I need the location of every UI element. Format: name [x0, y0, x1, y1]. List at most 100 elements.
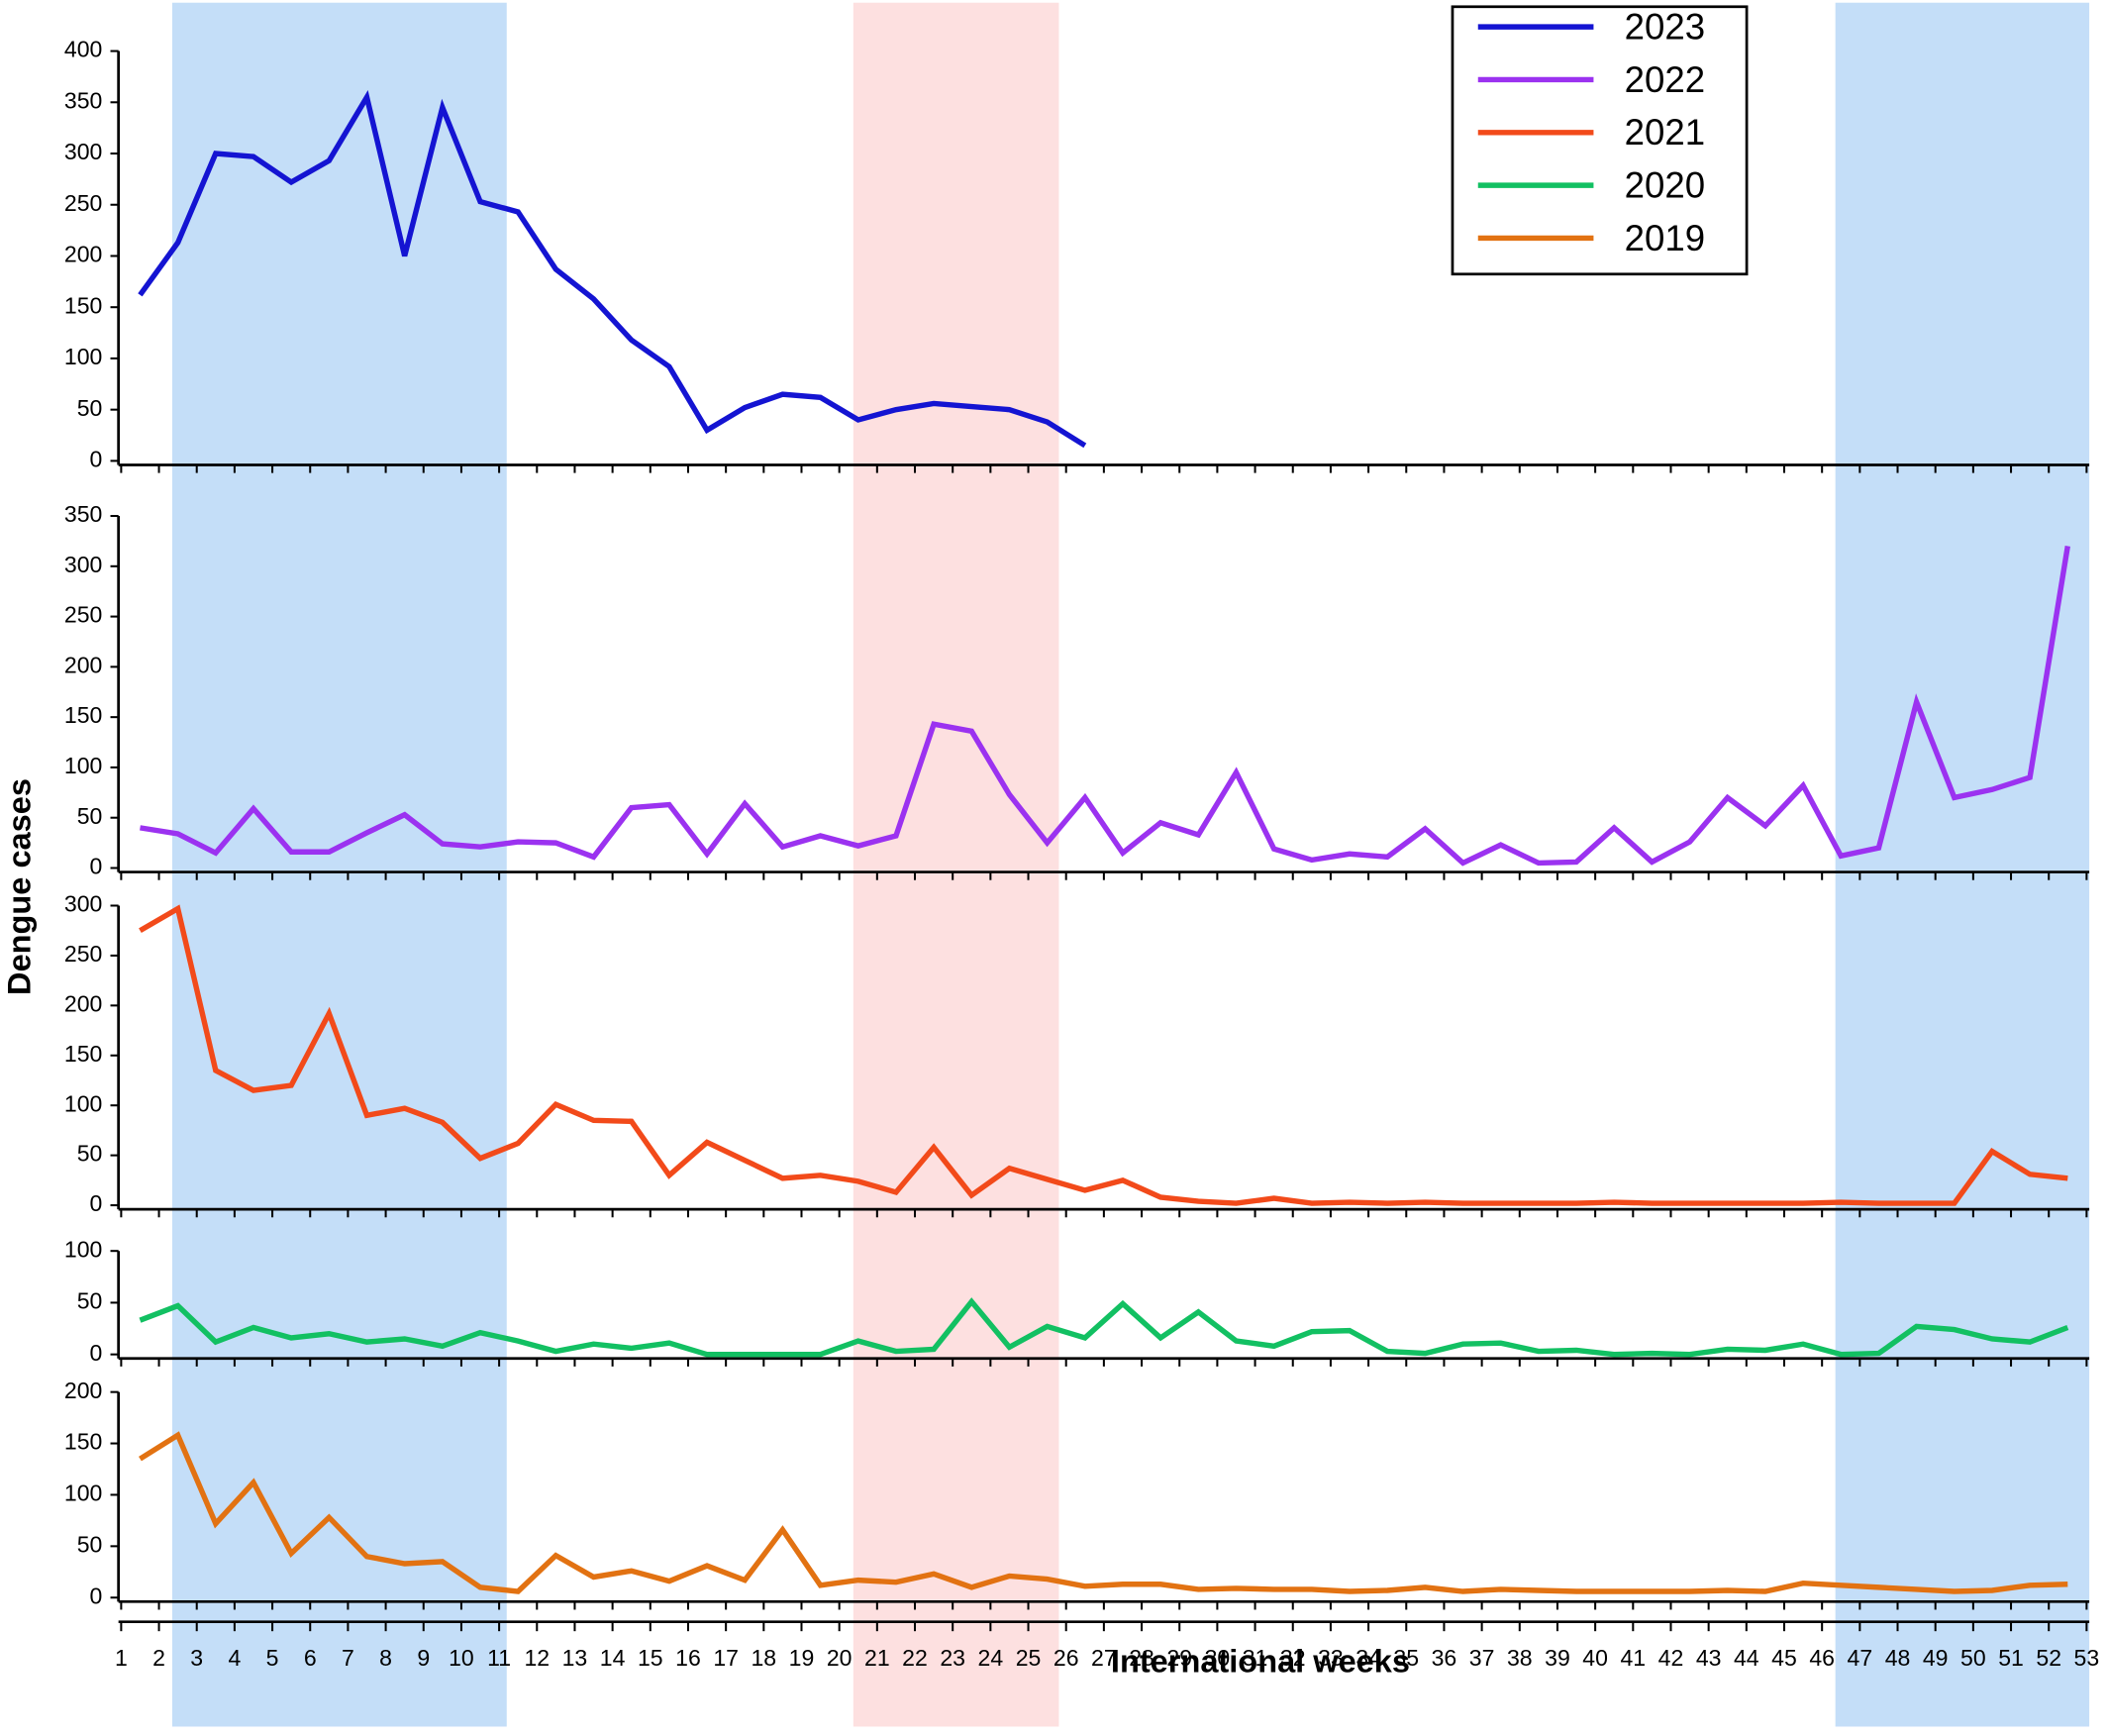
- x-tick-label: 35: [1393, 1645, 1419, 1671]
- x-tick-label: 42: [1658, 1645, 1684, 1671]
- y-tick-label: 350: [64, 87, 102, 113]
- season-band: [853, 2, 1059, 1727]
- x-tick-label: 41: [1620, 1645, 1646, 1671]
- x-tick-label: 40: [1582, 1645, 1608, 1671]
- x-tick-label: 30: [1205, 1645, 1231, 1671]
- y-tick-label: 250: [64, 941, 102, 967]
- x-tick-label: 6: [304, 1645, 317, 1671]
- y-tick-label: 150: [64, 292, 102, 318]
- x-tick-label: 17: [713, 1645, 739, 1671]
- x-tick-label: 21: [864, 1645, 890, 1671]
- x-tick-label: 14: [600, 1645, 626, 1671]
- y-tick-label: 250: [64, 602, 102, 628]
- line-series: [138, 89, 1087, 449]
- y-tick-label: 50: [77, 803, 103, 829]
- legend-label: 2023: [1625, 7, 1705, 48]
- y-tick-label: 100: [64, 753, 102, 778]
- legend-label: 2022: [1625, 59, 1705, 100]
- legend-label: 2021: [1625, 112, 1705, 153]
- x-tick-label: 5: [266, 1645, 279, 1671]
- x-tick-label: 19: [789, 1645, 815, 1671]
- y-tick-label: 50: [77, 1288, 103, 1314]
- x-tick-label: 33: [1318, 1645, 1344, 1671]
- x-tick-label: 53: [2074, 1645, 2100, 1671]
- line-series: [139, 1431, 2068, 1594]
- x-tick-label: 23: [940, 1645, 965, 1671]
- line-series: [139, 1297, 2069, 1358]
- y-tick-label: 200: [64, 1378, 102, 1403]
- x-tick-label: 31: [1243, 1645, 1268, 1671]
- season-band: [1835, 2, 2090, 1727]
- line-series: [140, 546, 2070, 867]
- season-band: [171, 2, 507, 1727]
- x-tick-label: 27: [1091, 1645, 1117, 1671]
- x-tick-label: 48: [1885, 1645, 1911, 1671]
- x-tick-label: 51: [1998, 1645, 2024, 1671]
- x-tick-label: 36: [1432, 1645, 1457, 1671]
- x-tick-label: 1: [115, 1645, 128, 1671]
- x-tick-label: 4: [228, 1645, 241, 1671]
- y-tick-label: 50: [77, 395, 103, 421]
- x-tick-label: 10: [449, 1645, 474, 1671]
- y-tick-label: 50: [77, 1141, 103, 1167]
- x-tick-label: 7: [342, 1645, 354, 1671]
- y-tick-label: 250: [64, 190, 102, 216]
- x-tick-label: 26: [1054, 1645, 1079, 1671]
- y-tick-label: 200: [64, 990, 102, 1016]
- y-tick-label: 0: [90, 854, 103, 879]
- y-tick-label: 100: [64, 344, 102, 369]
- y-tick-label: 200: [64, 652, 102, 677]
- y-tick-label: 50: [77, 1531, 103, 1557]
- x-tick-label: 3: [190, 1645, 203, 1671]
- x-axis-title: International weeks: [1111, 1643, 1410, 1679]
- y-tick-label: 200: [64, 242, 102, 267]
- legend-label: 2019: [1625, 218, 1705, 258]
- legend-label: 2020: [1625, 164, 1705, 205]
- x-tick-label: 38: [1507, 1645, 1533, 1671]
- y-tick-label: 0: [90, 1190, 103, 1216]
- x-tick-label: 52: [2036, 1645, 2061, 1671]
- y-tick-label: 100: [64, 1481, 102, 1506]
- y-tick-label: 0: [90, 1583, 103, 1608]
- y-tick-label: 350: [64, 501, 102, 527]
- x-tick-label: 29: [1166, 1645, 1192, 1671]
- x-tick-label: 22: [902, 1645, 928, 1671]
- x-tick-label: 43: [1696, 1645, 1722, 1671]
- x-tick-label: 2: [152, 1645, 165, 1671]
- y-tick-label: 300: [64, 139, 102, 164]
- x-tick-label: 12: [524, 1645, 550, 1671]
- x-tick-label: 49: [1923, 1645, 1949, 1671]
- y-tick-label: 400: [64, 37, 102, 62]
- y-tick-label: 100: [64, 1236, 102, 1262]
- line-series: [139, 904, 2068, 1206]
- y-tick-label: 300: [64, 552, 102, 577]
- legend-box: [1451, 5, 1749, 276]
- x-tick-label: 20: [827, 1645, 853, 1671]
- y-tick-label: 100: [64, 1090, 102, 1116]
- x-tick-label: 9: [417, 1645, 430, 1671]
- x-tick-label: 15: [638, 1645, 663, 1671]
- y-tick-label: 300: [64, 891, 102, 917]
- y-tick-label: 0: [90, 446, 103, 471]
- y-axis-title: Dengue cases: [2, 778, 38, 995]
- x-tick-label: 39: [1545, 1645, 1570, 1671]
- x-tick-label: 44: [1734, 1645, 1759, 1671]
- y-tick-label: 150: [64, 1041, 102, 1067]
- y-tick-label: 0: [90, 1340, 103, 1366]
- x-tick-label: 11: [487, 1645, 511, 1671]
- x-tick-label: 25: [1016, 1645, 1042, 1671]
- x-tick-label: 8: [379, 1645, 392, 1671]
- y-tick-label: 150: [64, 1429, 102, 1455]
- x-tick-label: 16: [675, 1645, 701, 1671]
- x-tick-label: 34: [1355, 1645, 1381, 1671]
- x-tick-label: 28: [1129, 1645, 1154, 1671]
- x-tick-label: 50: [1960, 1645, 1986, 1671]
- x-tick-label: 18: [751, 1645, 776, 1671]
- x-tick-label: 45: [1771, 1645, 1797, 1671]
- x-tick-label: 24: [978, 1645, 1004, 1671]
- x-tick-label: 46: [1809, 1645, 1835, 1671]
- x-tick-label: 47: [1848, 1645, 1873, 1671]
- x-tick-label: 32: [1280, 1645, 1306, 1671]
- x-tick-label: 37: [1469, 1645, 1495, 1671]
